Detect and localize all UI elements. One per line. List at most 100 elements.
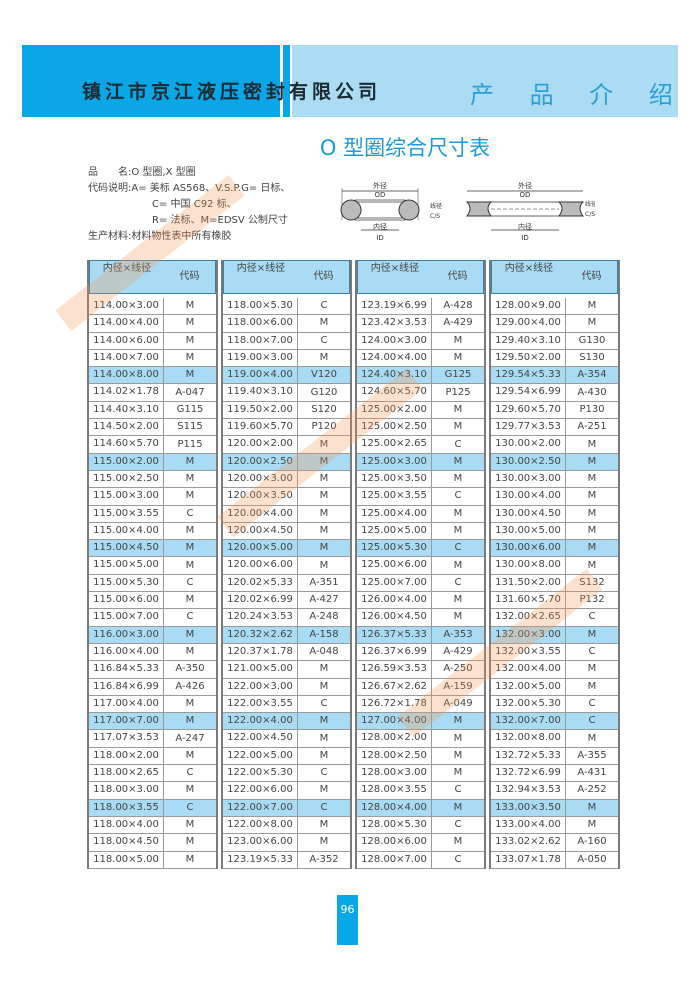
code-cell: A-430 — [577, 386, 607, 398]
id-label: ID — [376, 234, 383, 242]
info-code-legend: 代码说明:A= 美标 AS568、V.S.P.G= 日标、 — [88, 183, 291, 194]
size-cell: 114.00×6.00 — [89, 332, 164, 349]
size-cell: 120.02×6.99 — [223, 592, 298, 609]
size-cell: 129.50×2.00 — [491, 349, 566, 367]
id-label: ID — [521, 234, 528, 242]
size-cell: 122.00×3.00 — [223, 678, 298, 695]
size-cell: 115.00×5.30 — [89, 574, 164, 592]
table-row: 119.00×4.00 V120 — [223, 367, 350, 385]
size-cell: 117.07×3.53 — [89, 730, 164, 747]
table-row: 133.00×3.50 M — [491, 799, 618, 817]
size-cell: 115.00×2.00 — [89, 453, 164, 470]
table-row: 121.00×5.00 M — [223, 661, 350, 679]
code-cell: V120 — [311, 369, 337, 381]
size-cell: 122.00×5.00 — [223, 747, 298, 765]
header-size: 内径×线径 — [102, 263, 152, 274]
code-cell: M — [185, 853, 195, 865]
code-cell: M — [185, 594, 195, 606]
table-row: 132.00×3.00 M — [491, 626, 618, 644]
table-row: 122.00×3.00 M — [223, 678, 350, 696]
code-cell: C — [320, 697, 328, 709]
header-code: 代码 — [179, 271, 200, 282]
size-table: 内径×线径 代码 128.00×9.00 M 129.00×4.00 M 129.40×3.… — [489, 260, 620, 869]
code-cell: M — [587, 801, 597, 813]
size-cell: 126.72×1.78 — [357, 695, 432, 713]
table-row: 130.00×3.00 M — [491, 470, 618, 489]
size-cell: 125.00×5.30 — [357, 540, 432, 557]
table-row: 117.07×3.53 A-247 — [89, 730, 216, 748]
table-row: 114.60×5.70 P115 — [89, 436, 216, 454]
code-cell: M — [453, 594, 463, 606]
size-cell: 118.00×7.00 — [223, 332, 298, 349]
size-cell: 118.00×3.00 — [89, 782, 164, 799]
code-cell: M — [453, 334, 463, 346]
size-cell: 129.54×5.33 — [491, 367, 566, 384]
table-row: 125.00×2.00 M — [357, 401, 484, 420]
size-cell: 130.00×2.00 — [491, 436, 566, 453]
table-row: 132.72×5.33 A-355 — [491, 747, 618, 766]
code-cell: M — [185, 455, 195, 467]
table-row: 131.60×5.70 P132 — [491, 592, 618, 610]
header-size: 内径×线径 — [504, 263, 554, 274]
code-cell: M — [185, 697, 195, 709]
code-cell: M — [319, 352, 329, 364]
code-cell: A-353 — [443, 628, 473, 640]
size-cell: 132.00×8.00 — [491, 730, 566, 747]
od-label: OD — [520, 191, 531, 199]
size-cell: 132.00×2.65 — [491, 609, 566, 626]
table-row: 126.37×6.99 A-429 — [357, 643, 484, 662]
code-cell: M — [453, 507, 463, 519]
table-row: 118.00×3.00 M — [89, 782, 216, 800]
size-cell: 114.60×5.70 — [89, 436, 164, 453]
cross-section-left — [465, 201, 493, 217]
table-row: 119.40×3.10 G120 — [223, 384, 350, 402]
table-row: 114.00×8.00 M — [89, 367, 216, 385]
table-row: 124.00×3.00 M — [357, 332, 484, 350]
table-row: 118.00×6.00 M — [223, 315, 350, 333]
table-row: 130.00×5.00 M — [491, 522, 618, 541]
page-title: O 型圈综合尺寸表 — [319, 136, 491, 160]
code-cell: M — [453, 801, 463, 813]
table-row: 125.00×5.30 C — [357, 540, 484, 558]
size-cell: 125.00×2.65 — [357, 436, 432, 453]
table-row: 120.32×2.62 A-158 — [223, 626, 350, 644]
table-row: 122.00×5.30 C — [223, 765, 350, 783]
size-cell: 116.00×3.00 — [89, 626, 164, 643]
table-row: 127.00×4.00 M — [357, 713, 484, 731]
table-row: 130.00×8.00 M — [491, 557, 618, 575]
table-row: 125.00×6.00 M — [357, 557, 484, 575]
code-cell: A-158 — [309, 628, 339, 640]
header-band-light — [292, 45, 678, 117]
table-row: 133.07×1.78 A-050 — [491, 851, 618, 869]
code-cell: A-427 — [309, 594, 339, 606]
table-row: 125.00×3.50 M — [357, 470, 484, 489]
code-cell: C — [186, 611, 194, 623]
table-row: 129.50×2.00 S130 — [491, 349, 618, 368]
code-cell: A-426 — [175, 680, 205, 692]
table-row: 129.60×5.70 P130 — [491, 401, 618, 420]
size-cell: 125.00×3.50 — [357, 470, 432, 488]
table-row: 120.02×5.33 A-351 — [223, 574, 350, 593]
size-cell: 122.00×4.00 — [223, 713, 298, 730]
cs-cn-label: 线径 — [585, 200, 595, 208]
code-cell: M — [587, 559, 597, 571]
table-row: 118.00×5.00 M — [89, 851, 216, 869]
code-cell: C — [588, 611, 596, 623]
size-cell: 118.00×2.00 — [89, 747, 164, 765]
size-table: 内径×线径 代码 114.00×3.00 M 114.00×4.00 M 114.00×6.… — [87, 260, 218, 869]
table-row: 125.00×2.65 C — [357, 436, 484, 454]
od-cn-label: 外径 — [373, 181, 387, 190]
table-row: 132.00×3.55 C — [491, 643, 618, 662]
table-row: 132.00×5.00 M — [491, 678, 618, 696]
size-cell: 131.60×5.70 — [491, 592, 566, 609]
size-cell: 130.00×3.00 — [491, 470, 566, 488]
code-cell: M — [319, 507, 329, 519]
table-row: 116.00×3.00 M — [89, 626, 216, 644]
code-cell: M — [319, 715, 329, 727]
cross-section-right — [557, 201, 585, 217]
size-cell: 116.00×4.00 — [89, 643, 164, 661]
code-cell: M — [185, 369, 195, 381]
size-cell: 116.84×5.33 — [89, 661, 164, 678]
code-cell: M — [319, 473, 329, 485]
size-cell: 115.00×7.00 — [89, 609, 164, 626]
